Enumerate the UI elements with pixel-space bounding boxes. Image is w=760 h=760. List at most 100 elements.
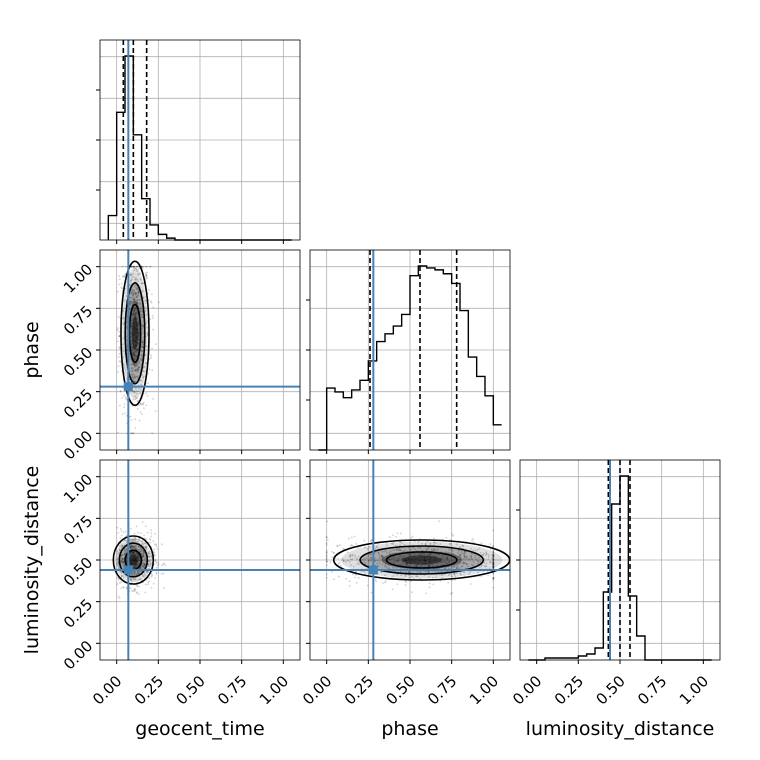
sample-point [137,328,140,331]
sample-point [488,553,490,556]
sample-point [325,555,328,558]
sample-point [151,369,154,372]
sample-point [149,300,152,303]
sample-point [136,324,139,326]
sample-point [133,590,136,592]
sample-point [405,558,408,561]
sample-point [120,581,123,583]
sample-point [132,572,135,575]
sample-point [131,546,134,549]
sample-point [143,564,146,566]
sample-point [480,542,483,545]
sample-point [136,265,138,268]
sample-point [136,560,139,563]
sample-point [407,557,410,560]
sample-point [122,586,125,589]
sample-point [130,545,132,548]
sample-point [129,333,132,336]
sample-point [129,562,132,565]
sample-point [325,542,328,545]
sample-point [138,366,141,369]
sample-point [118,334,121,337]
sample-point [434,553,437,555]
sample-point [121,557,124,560]
sample-point [143,559,146,562]
sample-point [137,359,140,362]
sample-point [492,545,495,547]
sample-point [124,547,126,550]
sample-point [431,560,434,563]
sample-point [417,546,420,549]
sample-point [433,541,436,544]
sample-point [143,562,145,565]
sample-point [483,552,485,555]
sample-point [136,591,139,594]
sample-point [136,572,139,574]
sample-point [135,558,137,561]
sample-point [133,322,136,325]
sample-point [132,551,134,554]
sample-point [138,546,141,549]
sample-point [137,293,140,296]
sample-point [146,271,149,274]
sample-point [164,564,167,567]
sample-point [140,282,143,285]
sample-point [129,556,132,559]
sample-point [134,350,137,353]
sample-point [133,545,136,548]
sample-point [122,350,125,353]
sample-point [357,577,360,579]
sample-point [139,277,142,280]
sample-point [134,345,137,348]
sample-point [155,545,158,547]
sample-point [492,529,495,532]
sample-point [135,564,138,567]
sample-point [405,581,408,584]
sample-point [137,538,140,541]
sample-point [121,563,124,566]
sample-point [142,549,145,552]
sample-point [132,552,135,554]
sample-point [142,341,145,344]
sample-point [492,563,495,565]
sample-point [355,542,357,545]
sample-point [129,307,131,310]
sample-point [367,554,370,556]
sample-point [338,561,341,564]
sample-point [132,293,135,296]
sample-point [428,563,431,566]
sample-point [133,326,136,329]
sample-point [132,355,135,358]
density-shade [125,283,145,383]
sample-point [132,553,135,556]
sample-point [425,562,427,565]
sample-point [132,289,135,292]
sample-point [430,548,433,550]
sample-point [132,265,135,268]
sample-point [138,404,140,407]
sample-point [120,570,122,573]
sample-point [139,279,142,281]
sample-point [131,559,134,562]
sample-point [384,564,387,567]
sample-point [137,548,140,551]
truth-marker [123,382,133,392]
sample-point [370,539,373,541]
sample-point [132,551,135,554]
sample-point [137,332,140,335]
sample-point [155,560,157,563]
sample-point [469,583,472,585]
sample-point [145,274,147,276]
sample-point [423,562,425,565]
sample-point [325,558,328,560]
sample-point [349,553,352,556]
sample-point [133,364,136,367]
hist-panel-luminosity_distance: 0.00 0.25 0.50 0.75 1.00 [509,459,721,708]
sample-point [130,325,133,328]
sample-point [155,543,158,546]
sample-point [136,557,139,560]
sample-point [463,550,466,553]
sample-point [134,292,136,295]
truth-marker [123,565,133,575]
sample-point [135,276,137,279]
